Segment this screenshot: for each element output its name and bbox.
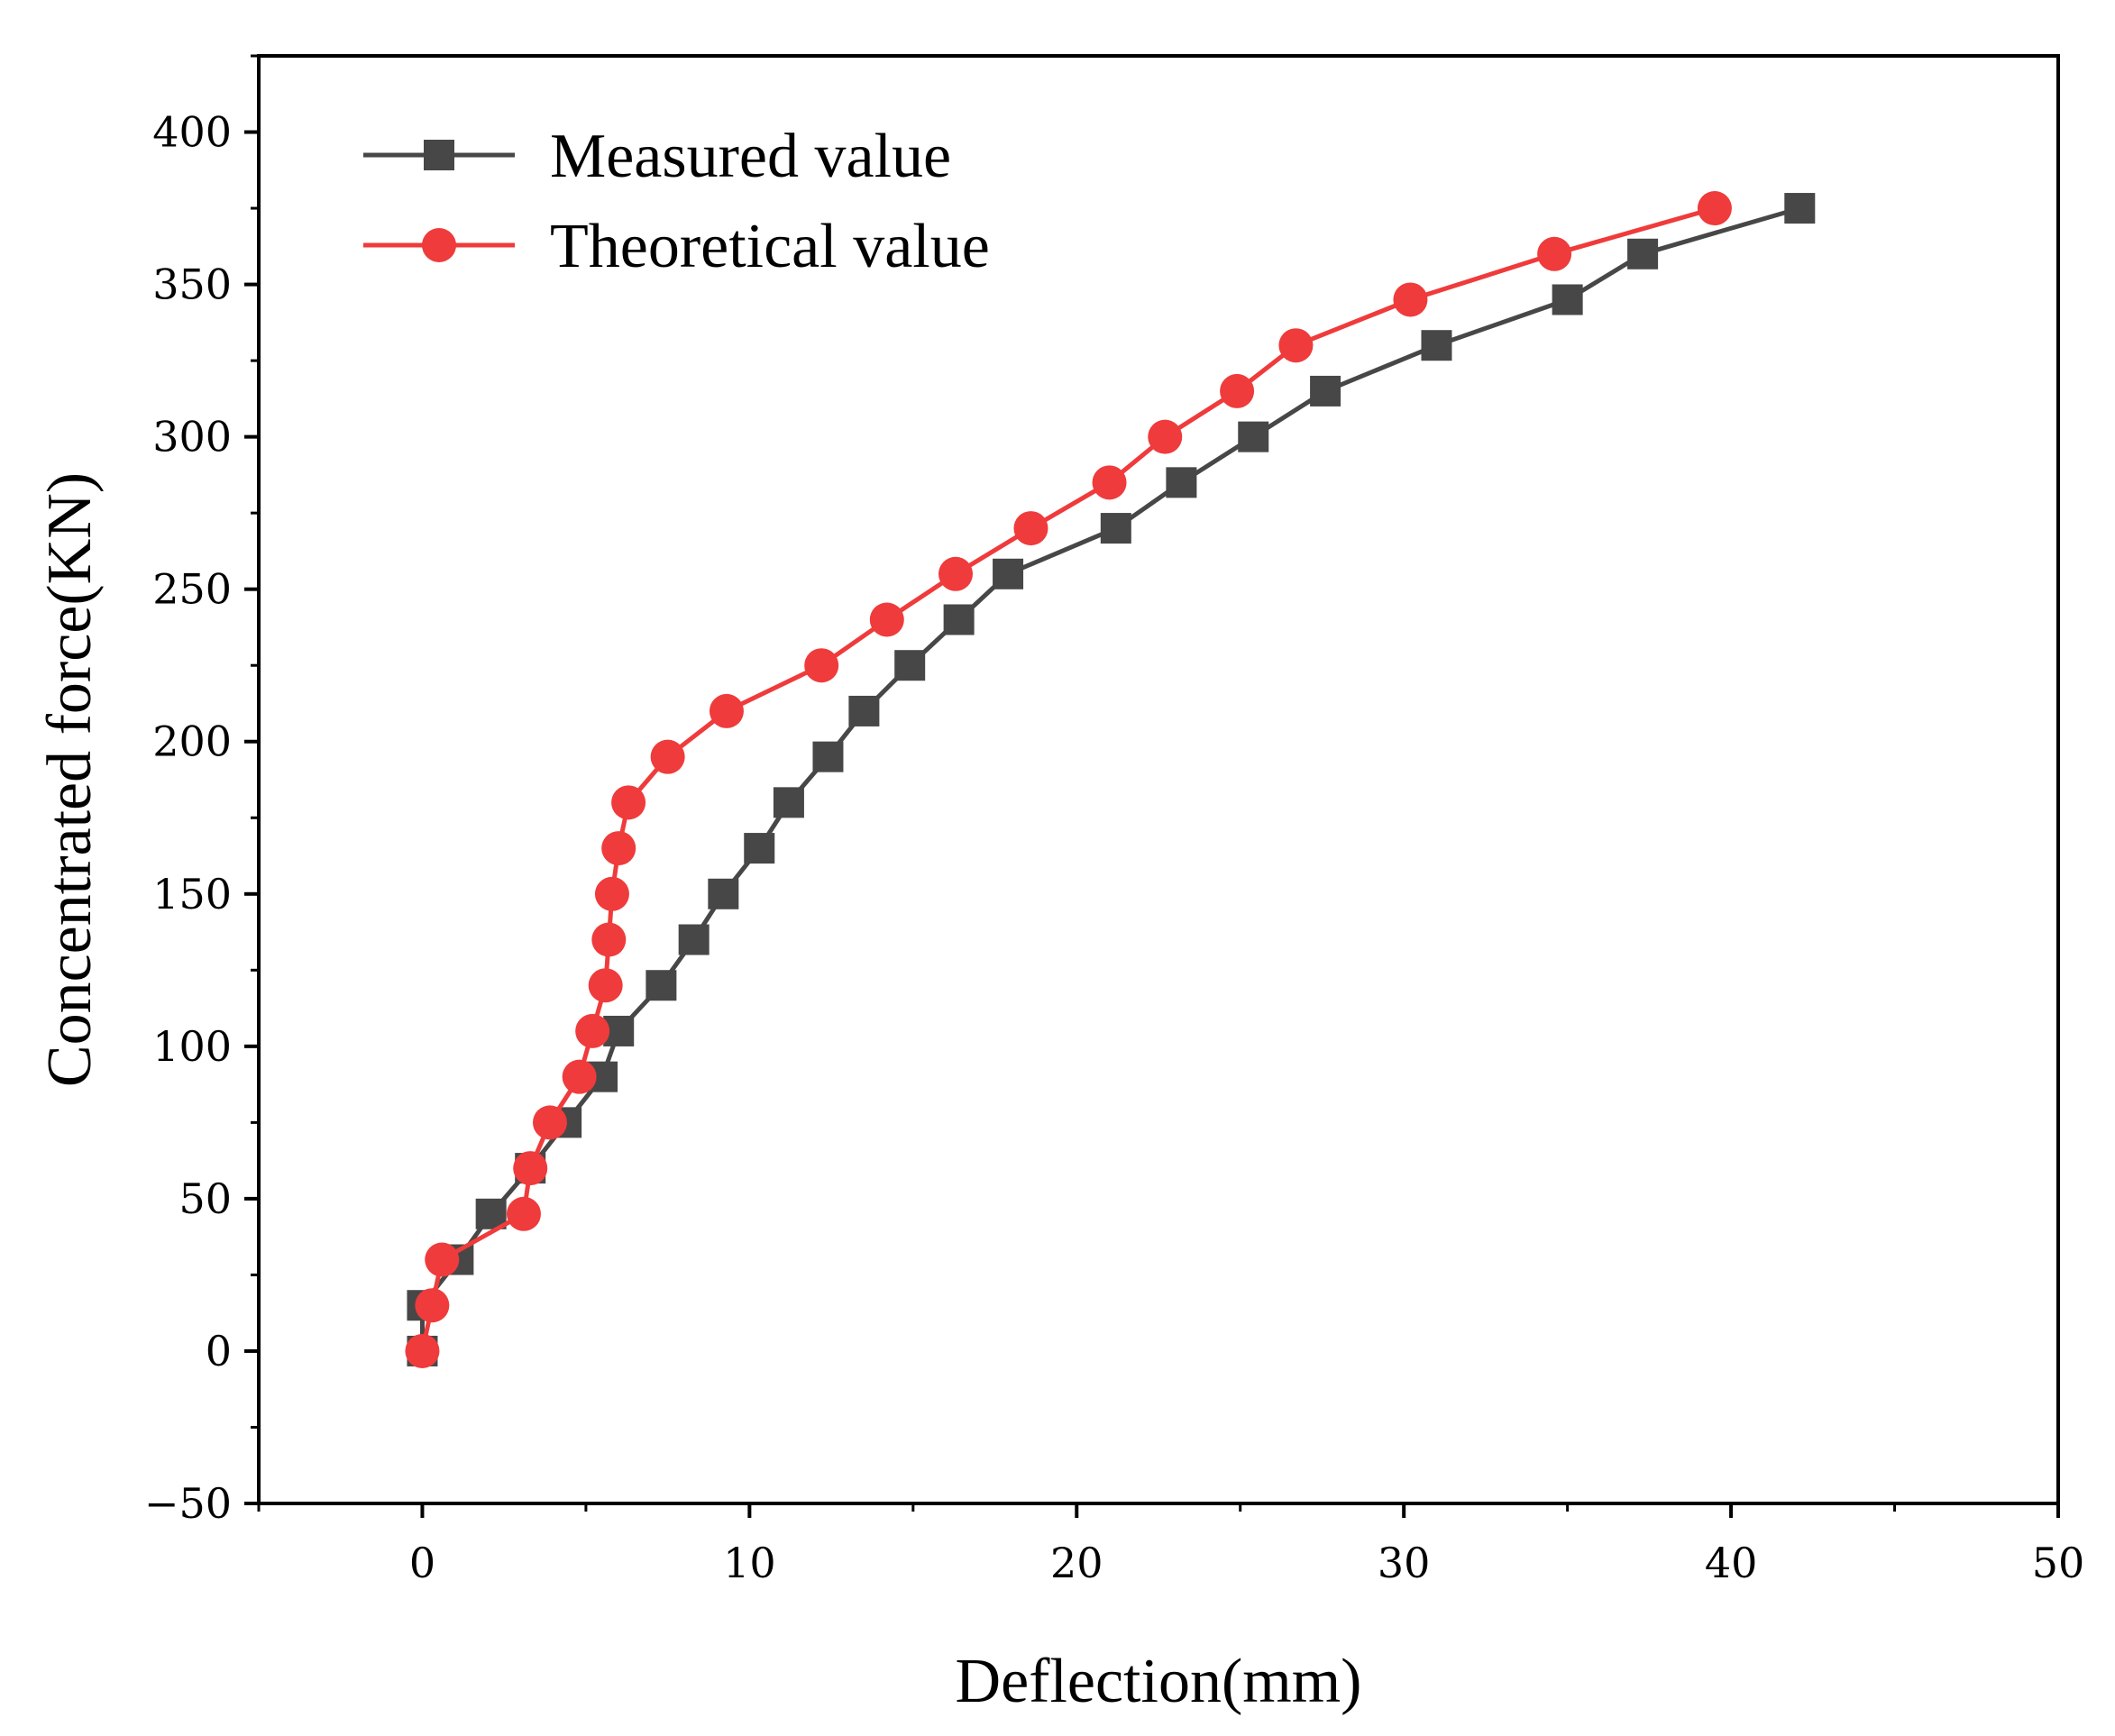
- data-point: [591, 922, 627, 957]
- data-point: [1278, 328, 1314, 363]
- data-point: [1148, 419, 1183, 454]
- data-point: [611, 785, 646, 820]
- data-point: [594, 876, 629, 911]
- data-point: [532, 1105, 567, 1140]
- x-tick-label: 20: [1050, 1539, 1103, 1587]
- x-tick-label: 40: [1705, 1539, 1758, 1587]
- x-tick-label: 10: [723, 1539, 776, 1587]
- data-point: [1552, 284, 1583, 315]
- data-point: [938, 556, 973, 591]
- data-point: [601, 831, 636, 866]
- data-point: [804, 648, 839, 683]
- series-measured: [407, 193, 1816, 1366]
- data-point: [425, 1242, 460, 1277]
- data-point: [1784, 193, 1816, 224]
- legend-label-measured: Measured value: [550, 122, 951, 191]
- data-point: [1013, 511, 1048, 546]
- series-line: [420, 206, 1716, 1352]
- legend-marker-theoretical: [422, 228, 456, 262]
- data-point: [848, 695, 880, 726]
- legend-item-measured: Measured value: [363, 122, 951, 191]
- data-point: [562, 1059, 597, 1094]
- data-point: [1421, 330, 1452, 361]
- legend: Measured value Theoretical value: [363, 122, 990, 281]
- data-point: [1092, 465, 1127, 500]
- x-axis-title: Deflection(mm): [956, 1647, 1362, 1716]
- data-point: [1697, 191, 1732, 226]
- data-point: [812, 741, 844, 772]
- data-point: [645, 970, 677, 1001]
- plot-frame: [257, 54, 2060, 1505]
- data-point: [1220, 373, 1255, 408]
- data-point: [678, 924, 710, 955]
- data-point: [1166, 467, 1197, 498]
- legend-label-theoretical: Theoretical value: [550, 212, 990, 281]
- y-tick-label: 200: [152, 717, 232, 766]
- data-point: [575, 1013, 610, 1048]
- legend-marker-measured: [424, 140, 454, 170]
- data-point: [415, 1288, 450, 1323]
- y-tick-label: 0: [206, 1327, 232, 1375]
- data-point: [1537, 236, 1572, 271]
- y-tick-label: 400: [152, 108, 232, 157]
- x-tick-label: 0: [409, 1539, 435, 1587]
- data-point: [773, 787, 804, 818]
- minor-ticks: [251, 54, 1897, 1512]
- data-point: [1393, 282, 1428, 317]
- y-tick-label: 250: [152, 565, 232, 614]
- data-point: [1627, 238, 1659, 270]
- y-tick-label: 150: [152, 870, 232, 918]
- x-tick-label: 50: [2032, 1539, 2085, 1587]
- data-point: [506, 1196, 541, 1231]
- series-layer: [405, 191, 1816, 1368]
- x-tick-label: 30: [1378, 1539, 1431, 1587]
- y-tick-label: −50: [144, 1479, 232, 1528]
- data-point: [1100, 513, 1131, 544]
- data-point: [588, 968, 623, 1003]
- data-point: [1310, 375, 1341, 407]
- data-point: [650, 739, 685, 774]
- tick-labels: 0 10 20 30 40 50 −50 0 50 100 150 200 250 300 350 400: [144, 108, 2084, 1587]
- data-point: [744, 833, 775, 864]
- legend-item-theoretical: Theoretical value: [363, 212, 990, 281]
- data-point: [894, 650, 926, 681]
- data-point: [1238, 421, 1269, 452]
- y-tick-label: 300: [152, 413, 232, 461]
- data-point: [943, 604, 975, 635]
- data-point: [405, 1333, 440, 1368]
- data-point: [513, 1151, 548, 1186]
- series-line: [420, 206, 1800, 1351]
- major-ticks: [244, 130, 2060, 1518]
- series-theoretical: [405, 191, 1732, 1368]
- y-tick-label: 350: [152, 260, 232, 309]
- data-point: [708, 878, 739, 909]
- y-tick-label: 100: [152, 1022, 232, 1071]
- y-axis-title: Concentrated force(KN): [35, 472, 105, 1087]
- y-tick-label: 50: [179, 1174, 232, 1223]
- data-point: [869, 602, 904, 637]
- data-point: [709, 693, 744, 728]
- data-point: [993, 558, 1024, 589]
